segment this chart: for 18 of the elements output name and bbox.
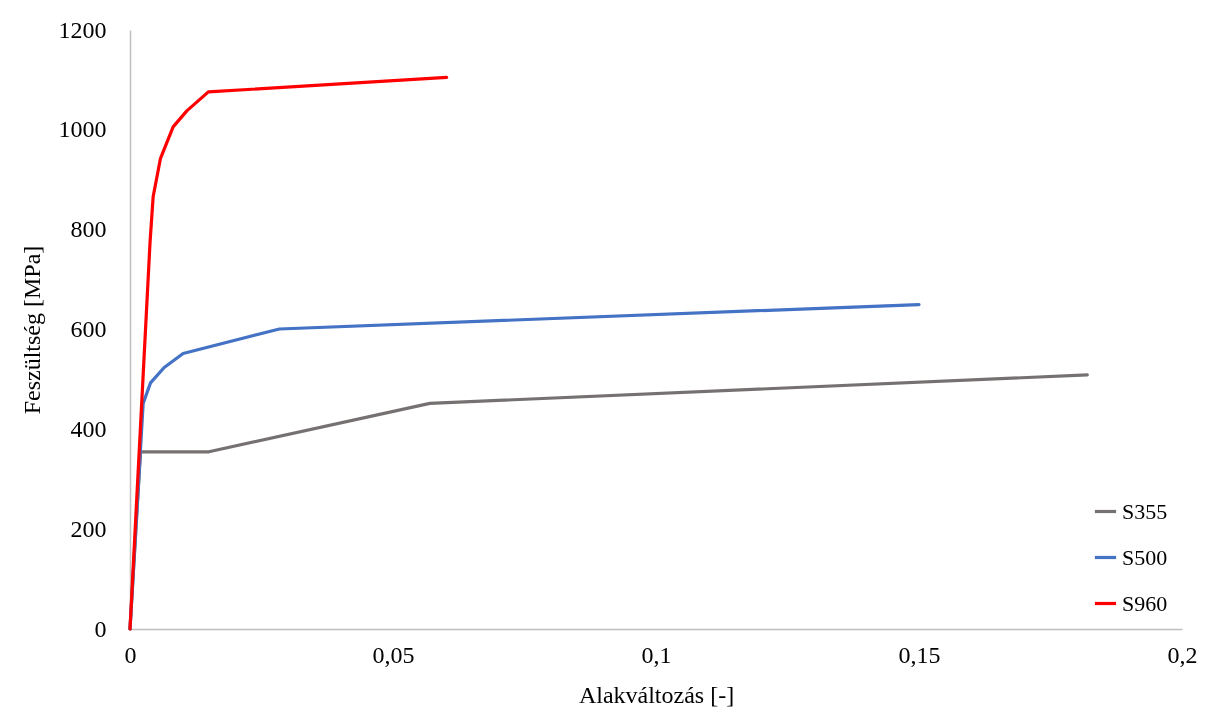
y-tick-label: 200 [70,515,107,542]
y-tick-label: 0 [94,615,107,642]
y-tick-label: 400 [70,415,107,442]
x-tick-label: 0,2 [1167,641,1198,668]
x-axis-title: Alakváltozás [-] [578,681,735,708]
x-tick-label: 0,15 [898,641,941,668]
x-tick-label: 0 [124,641,137,668]
y-tick-label: 800 [70,216,107,243]
line-series [128,75,449,631]
legend-label: S355 [1122,498,1168,524]
y-tick-label: 1000 [58,116,107,143]
y-tick-label: 1200 [58,16,107,43]
x-tick-label: 0,1 [641,641,672,668]
y-axis-title: Feszültség [MPa] [18,245,45,415]
x-tick-label: 0,05 [372,641,415,668]
legend-label: S960 [1122,590,1168,616]
y-tick-label: 600 [70,316,107,342]
legend-label: S500 [1122,544,1168,570]
